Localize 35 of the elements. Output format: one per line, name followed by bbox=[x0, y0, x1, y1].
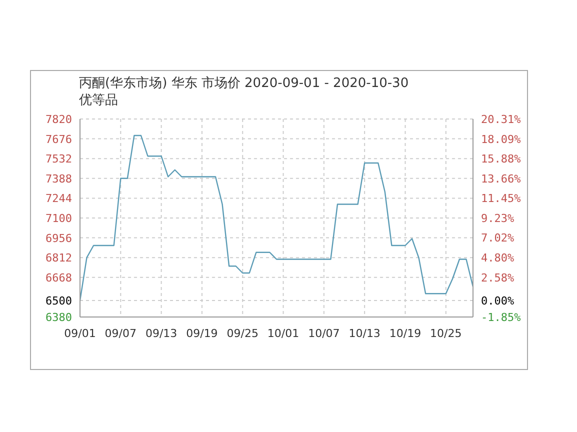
y2-tick-label: 4.80% bbox=[481, 252, 514, 265]
x-tick-label: 10/25 bbox=[430, 326, 462, 340]
y2-tick-label: 11.45% bbox=[481, 192, 522, 206]
y-tick-label: 7100 bbox=[46, 212, 72, 225]
x-tick-label: 10/01 bbox=[267, 326, 300, 340]
y2-tick-label: 9.23% bbox=[481, 212, 514, 225]
y2-tick-label: 13.66% bbox=[481, 172, 522, 186]
y-tick-label: 7820 bbox=[46, 113, 72, 126]
x-tick-label: 09/19 bbox=[186, 326, 218, 340]
y-tick-label: 7676 bbox=[46, 132, 72, 146]
line-series bbox=[80, 134, 473, 302]
y-tick-label: 7532 bbox=[46, 152, 72, 166]
y2-tick-label: 7.02% bbox=[481, 232, 514, 245]
y-tick-label: 6956 bbox=[46, 232, 72, 245]
y2-tick-label: 0.00% bbox=[481, 294, 514, 308]
x-tick-label: 09/13 bbox=[145, 326, 178, 340]
chart-subtitle: 优等品 bbox=[79, 92, 119, 109]
x-tick-label: 10/13 bbox=[348, 326, 380, 340]
y-tick-label: 6668 bbox=[46, 271, 72, 284]
y2-tick-label: 15.88% bbox=[481, 152, 522, 166]
y2-tick-label: 18.09% bbox=[481, 132, 522, 146]
y-tick-label: 7244 bbox=[46, 192, 72, 206]
x-tick-label: 09/25 bbox=[226, 326, 258, 340]
y-tick-label: 7388 bbox=[46, 172, 72, 186]
x-tick-label: 10/19 bbox=[389, 326, 422, 340]
x-tick-label: 09/01 bbox=[64, 326, 96, 340]
y2-tick-label: -1.85% bbox=[481, 311, 522, 324]
chart-title: 丙酮(华东市场) 华东 市场价 2020-09-01 - 2020-10-30 bbox=[79, 75, 409, 92]
y2-tick-label: 2.58% bbox=[481, 271, 514, 284]
y-tick-label: 6812 bbox=[46, 252, 72, 265]
y2-tick-label: 20.31% bbox=[481, 113, 522, 126]
x-tick-label: 10/07 bbox=[308, 326, 340, 340]
y-tick-label: 6380 bbox=[46, 311, 72, 324]
y-tick-label: 6500 bbox=[46, 294, 72, 308]
x-tick-label: 09/07 bbox=[104, 326, 137, 340]
